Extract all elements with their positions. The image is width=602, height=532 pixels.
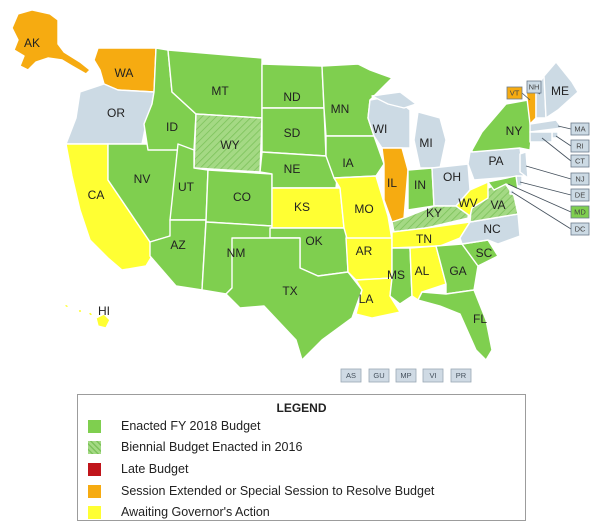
legend: LEGEND Enacted FY 2018 Budget Biennial Bu…	[77, 394, 526, 521]
territory-label-pr: PR	[456, 371, 467, 380]
callout-box-nj[interactable]	[570, 172, 590, 186]
state-me[interactable]	[543, 61, 579, 119]
territory-label-gu: GU	[373, 371, 384, 380]
us-states-map: AKHIWAORCANVIDMTWYUTAZCONMNDSDNEKSOKTXMN…	[11, 9, 590, 383]
callout-label-ct: CT	[575, 156, 585, 165]
legend-label-awaiting: Awaiting Governor's Action	[121, 505, 270, 519]
territory-vi[interactable]: VI	[422, 368, 444, 383]
state-in[interactable]	[407, 167, 435, 211]
territory-box-mp[interactable]	[395, 368, 417, 383]
state-co[interactable]	[205, 169, 273, 227]
state-ms[interactable]	[389, 247, 413, 305]
legend-label-extended: Session Extended or Special Session to R…	[121, 484, 435, 498]
territory-pr[interactable]: PR	[450, 368, 472, 383]
legend-item-extended: Session Extended or Special Session to R…	[88, 482, 434, 500]
legend-item-enacted: Enacted FY 2018 Budget	[88, 417, 260, 435]
callout-label-vt: VT	[510, 88, 520, 97]
territory-label-vi: VI	[429, 371, 436, 380]
territory-box-gu[interactable]	[368, 368, 390, 383]
callout-box-ma[interactable]	[570, 122, 590, 136]
state-ny[interactable]	[471, 99, 533, 153]
state-hi[interactable]	[63, 303, 111, 329]
connector-nj	[525, 165, 572, 180]
state-sd[interactable]	[261, 107, 327, 157]
state-wy[interactable]	[193, 113, 263, 173]
territory-mp[interactable]: MP	[395, 368, 417, 383]
state-md[interactable]	[487, 175, 519, 191]
connector-de	[519, 181, 572, 196]
legend-item-awaiting: Awaiting Governor's Action	[88, 503, 270, 521]
connector-ma	[557, 125, 572, 130]
legend-swatch-late	[88, 462, 101, 476]
callout-box-vt[interactable]	[506, 86, 523, 100]
connector-md	[507, 183, 572, 213]
legend-swatch-awaiting	[88, 505, 101, 519]
state-ma[interactable]	[529, 119, 563, 133]
connector-vt	[521, 92, 531, 101]
legend-item-late: Late Budget	[88, 460, 188, 478]
callout-label-md: MD	[574, 207, 586, 216]
territory-box-pr[interactable]	[450, 368, 472, 383]
state-ak[interactable]	[11, 9, 91, 75]
state-ia[interactable]	[325, 135, 385, 179]
state-pa[interactable]	[467, 147, 525, 181]
callout-label-dc: DC	[575, 224, 586, 233]
territory-as[interactable]: AS	[340, 368, 362, 383]
callout-box-md[interactable]	[570, 205, 590, 219]
legend-swatch-biennial	[88, 440, 101, 454]
legend-label-biennial: Biennial Budget Enacted in 2016	[121, 440, 303, 454]
territory-gu[interactable]: GU	[368, 368, 390, 383]
callout-label-ri: RI	[576, 141, 584, 150]
state-wv[interactable]	[455, 181, 489, 217]
callout-label-ma: MA	[574, 124, 585, 133]
legend-title: LEGEND	[276, 401, 327, 415]
state-or[interactable]	[65, 83, 155, 145]
callout-label-nj: NJ	[575, 174, 584, 183]
state-ar[interactable]	[345, 237, 393, 281]
state-nd[interactable]	[261, 63, 325, 109]
state-ks[interactable]	[271, 187, 345, 229]
territory-label-as: AS	[346, 371, 356, 380]
callout-label-de: DE	[575, 190, 585, 199]
legend-swatch-extended	[88, 484, 101, 498]
state-ct[interactable]	[529, 131, 553, 143]
callout-label-nh: NH	[529, 82, 540, 91]
connector-dc	[511, 191, 572, 230]
legend-item-biennial: Biennial Budget Enacted in 2016	[88, 438, 302, 456]
territory-label-mp: MP	[400, 371, 411, 380]
state-tx[interactable]	[225, 237, 363, 361]
callout-box-ct[interactable]	[570, 154, 590, 168]
connector-ct	[541, 137, 572, 162]
callout-box-de[interactable]	[570, 188, 590, 202]
territory-box-as[interactable]	[340, 368, 362, 383]
legend-label-enacted: Enacted FY 2018 Budget	[121, 419, 261, 433]
callout-box-nh[interactable]	[526, 80, 542, 94]
state-nj[interactable]	[519, 151, 529, 179]
callout-box-dc[interactable]	[570, 222, 590, 236]
callout-box-ri[interactable]	[570, 139, 590, 153]
state-fl[interactable]	[417, 289, 493, 361]
connector-ri	[555, 135, 572, 147]
territory-box-vi[interactable]	[422, 368, 444, 383]
legend-swatch-enacted	[88, 419, 101, 433]
legend-label-late: Late Budget	[121, 462, 189, 476]
